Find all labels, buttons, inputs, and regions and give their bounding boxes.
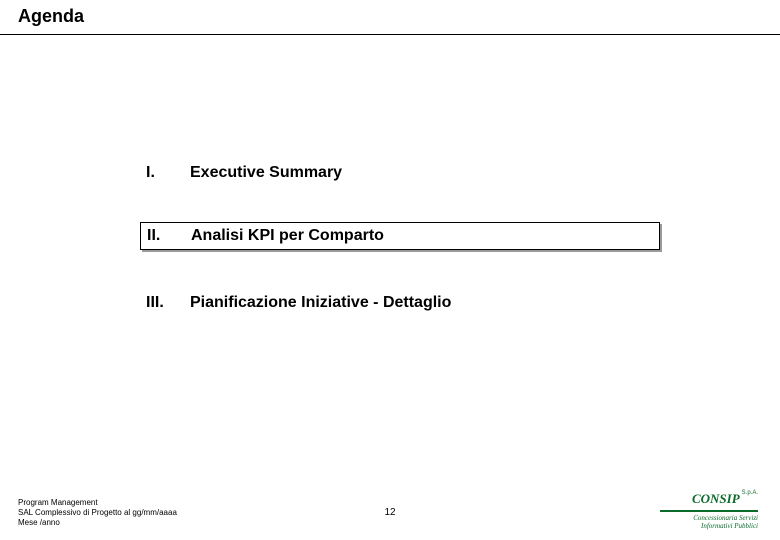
- logo-name: CONSIP: [692, 491, 740, 506]
- page-number: 12: [384, 507, 395, 518]
- agenda-item-label: Pianificazione Iniziative - Dettaglio: [190, 294, 694, 312]
- agenda-item-2: II. Analisi KPI per Comparto: [140, 222, 660, 250]
- footer-line-1: Program Management: [18, 498, 177, 508]
- title-underline: [0, 34, 780, 35]
- logo-underline: [660, 510, 758, 512]
- slide: Agenda I. Executive Summary II. Analisi …: [0, 0, 780, 540]
- agenda-item-label: Analisi KPI per Comparto: [191, 227, 653, 245]
- page-title: Agenda: [18, 6, 84, 27]
- agenda-item-1: I. Executive Summary: [140, 160, 700, 186]
- footer: Program Management SAL Complessivo di Pr…: [18, 482, 762, 530]
- footer-text: Program Management SAL Complessivo di Pr…: [18, 498, 177, 528]
- agenda-item-label: Executive Summary: [190, 164, 694, 182]
- logo-title-row: CONSIPS.p.A.: [660, 490, 758, 508]
- footer-line-2: SAL Complessivo di Progetto al gg/mm/aaa…: [18, 508, 177, 518]
- logo-suffix: S.p.A.: [742, 490, 758, 496]
- consip-logo: CONSIPS.p.A. Concessionaria Servizi Info…: [660, 490, 758, 530]
- agenda-list: I. Executive Summary II. Analisi KPI per…: [140, 160, 700, 352]
- footer-line-3: Mese /anno: [18, 518, 177, 528]
- agenda-item-number: III.: [146, 294, 190, 312]
- agenda-item-number: I.: [146, 164, 190, 182]
- agenda-item-number: II.: [147, 227, 191, 245]
- agenda-item-3: III. Pianificazione Iniziative - Dettagl…: [140, 290, 700, 316]
- logo-subtitle-2: Informativi Pubblici: [660, 523, 758, 530]
